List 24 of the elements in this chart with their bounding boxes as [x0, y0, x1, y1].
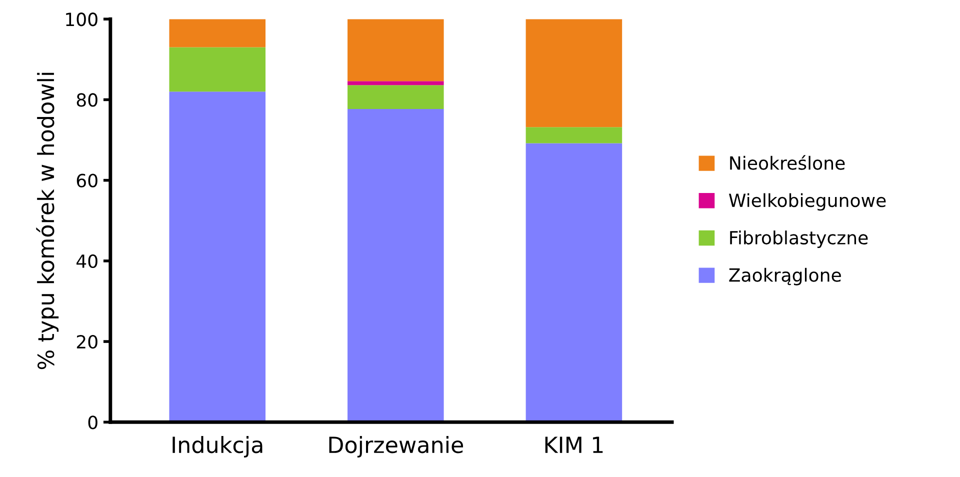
- x-tick-label: Indukcja: [172, 436, 262, 458]
- bar: [348, 108, 444, 422]
- bar: [169, 92, 266, 422]
- bar: [348, 19, 444, 82]
- y-tick-label: 40: [76, 254, 98, 268]
- y-tick-label: 0: [88, 416, 98, 430]
- bar: [526, 19, 622, 128]
- bar: [348, 85, 444, 109]
- y-axis-title: % typu komórek w hodowli: [36, 72, 59, 370]
- y-tick-label: 100: [66, 12, 98, 26]
- bar: [348, 81, 444, 86]
- legend-label: Zaokrąglone: [729, 268, 841, 286]
- legend-label: Fibroblastyczne: [730, 230, 868, 248]
- legend-label: Wielkobiegunowe: [728, 193, 886, 211]
- bar: [169, 19, 266, 48]
- y-tick-label: 20: [76, 334, 98, 349]
- bar: [526, 127, 622, 144]
- x-tick-label: Dojrzewanie: [329, 436, 464, 458]
- legend-label: Nieokreślone: [730, 155, 845, 170]
- y-tick-label: 80: [76, 93, 98, 107]
- x-tick-label: KIM 1: [545, 436, 603, 453]
- bar: [526, 143, 622, 422]
- bar: [169, 47, 266, 92]
- y-tick-label: 60: [76, 174, 98, 188]
